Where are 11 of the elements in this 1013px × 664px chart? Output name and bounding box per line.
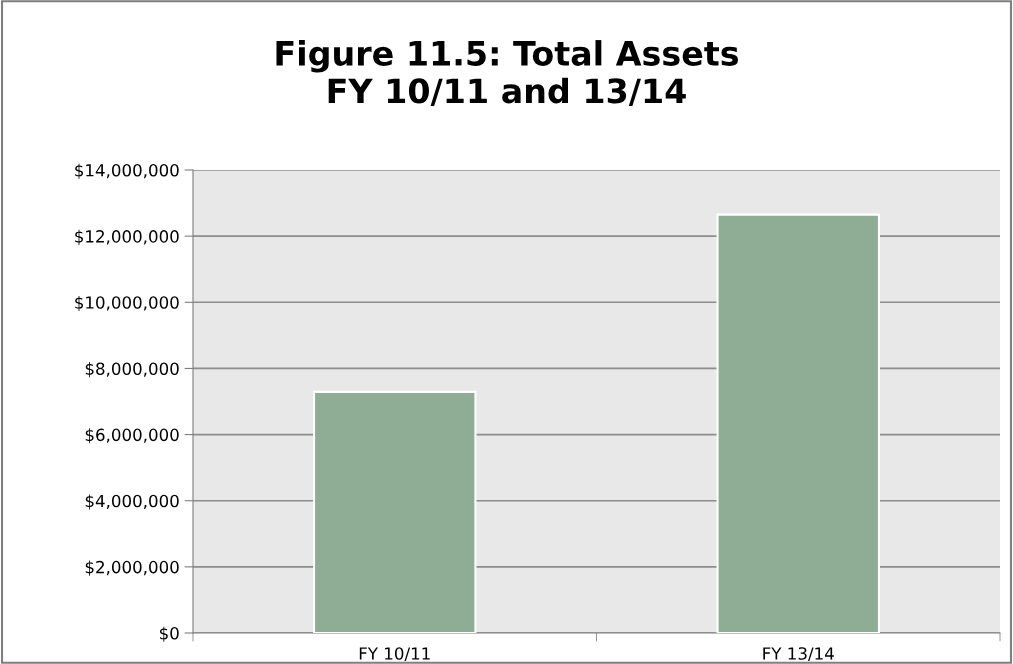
y-tick-label: $4,000,000 [85, 494, 179, 510]
y-tick-label: $6,000,000 [85, 428, 179, 444]
chart-title: Figure 11.5: Total Assets FY 10/11 and 13/14 [276, 40, 738, 107]
y-tick-label: $10,000,000 [75, 295, 179, 312]
y-tick-label: $14,000,000 [75, 163, 179, 179]
x-tick-label: FY 10/11 [359, 647, 430, 662]
y-tick-label: $0 [159, 626, 179, 642]
y-tick-label: $12,000,000 [75, 229, 179, 245]
x-tick-label: FY 13/14 [763, 647, 834, 662]
y-tick-label: $8,000,000 [85, 362, 179, 378]
y-tick-label: $2,000,000 [85, 560, 179, 576]
